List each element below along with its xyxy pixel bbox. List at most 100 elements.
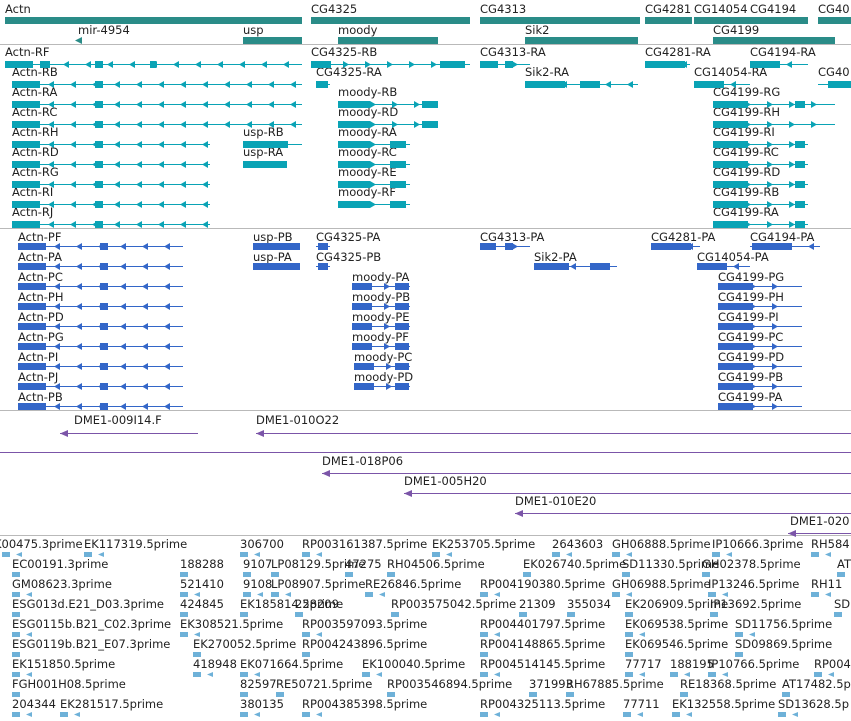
- transcript-actn-rc-exon[interactable]: [95, 121, 103, 128]
- transcript-cg4281-ra-exon[interactable]: [645, 61, 685, 68]
- est-label-47275[interactable]: 47275: [345, 557, 382, 571]
- protein-label-cg4199-pa[interactable]: CG4199-PA: [718, 390, 783, 404]
- protein-label-cg4325-pb[interactable]: CG4325-PB: [316, 250, 382, 264]
- protein-label-cg4194-pa[interactable]: CG4194-PA: [750, 230, 815, 244]
- gene-label-cg40[interactable]: CG40: [818, 2, 850, 16]
- protein-actn-pd-intron[interactable]: [18, 326, 183, 327]
- clone-line-dme1-009i14-f[interactable]: [60, 433, 198, 434]
- est-label-rp004148865-5prime[interactable]: RP004148865.5prime: [480, 637, 606, 651]
- est-label-at17482-5p[interactable]: AT17482.5p: [782, 677, 851, 691]
- est-label-sd11756-5prime[interactable]: SD11756.5prime: [735, 617, 833, 631]
- est-label-9108[interactable]: 9108: [243, 577, 273, 591]
- transcript-label-usp-rb[interactable]: usp-RB: [243, 125, 284, 139]
- transcript-actn-rj-intron[interactable]: [12, 224, 210, 225]
- protein-label-actn-pc[interactable]: Actn-PC: [18, 270, 63, 284]
- transcript-cg40-intron[interactable]: [818, 84, 851, 85]
- protein-cg4199-pa-exon[interactable]: [718, 403, 753, 410]
- est-label-re26846-5prime[interactable]: RE26846.5prime: [365, 577, 462, 591]
- transcript-moody-rf-intron[interactable]: [338, 204, 410, 205]
- protein-label-moody-pb[interactable]: moody-PB: [352, 290, 411, 304]
- transcript-cg4199-rb-exon[interactable]: [795, 201, 805, 208]
- transcript-cg4313-ra-intron[interactable]: [480, 64, 530, 65]
- est-label-rp004514145-5prime[interactable]: RP004514145.5prime: [480, 657, 606, 671]
- protein-actn-pc-exon[interactable]: [18, 283, 46, 290]
- transcript-moody-rf-exon[interactable]: [390, 201, 406, 208]
- protein-label-sik2-pa[interactable]: Sik2-PA: [534, 250, 577, 264]
- transcript-label-actn-ra[interactable]: Actn-RA: [12, 85, 58, 99]
- protein-cg4199-pd-exon[interactable]: [718, 363, 753, 370]
- est-label-188288[interactable]: 188288: [180, 557, 224, 571]
- protein-label-actn-pg[interactable]: Actn-PG: [18, 330, 64, 344]
- est-label-esg013d-e21-d03-3prime[interactable]: ESG013d.E21_D03.3prime: [12, 597, 164, 611]
- transcript-label-actn-rb[interactable]: Actn-RB: [12, 65, 58, 79]
- transcript-label-cg4325-rb[interactable]: CG4325-RB: [311, 45, 378, 59]
- est-bar-gh06988-5prime[interactable]: [612, 592, 620, 597]
- gene-bar-cg4199[interactable]: [713, 37, 835, 44]
- est-label-355034[interactable]: 355034: [567, 597, 611, 611]
- transcript-label-actn-rc[interactable]: Actn-RC: [12, 105, 58, 119]
- transcript-cg4325-ra-exon[interactable]: [316, 81, 328, 88]
- est-label-rh04506-5prime[interactable]: RH04506.5prime: [387, 557, 485, 571]
- protein-label-moody-pa[interactable]: moody-PA: [352, 270, 410, 284]
- transcript-sik2-ra-exon[interactable]: [580, 81, 600, 88]
- transcript-label-cg4281-ra[interactable]: CG4281-RA: [645, 45, 711, 59]
- transcript-cg4199-ra-exon[interactable]: [795, 221, 805, 228]
- est-label-rp004190380-5prime[interactable]: RP004190380.5prime: [480, 577, 606, 591]
- est-label-rp003546894-5prime[interactable]: RP003546894.5prime: [387, 677, 513, 691]
- protein-cg4199-pg-intron[interactable]: [718, 286, 802, 287]
- protein-actn-pi-exon[interactable]: [18, 363, 46, 370]
- protein-actn-pg-exon[interactable]: [100, 343, 108, 350]
- est-bar-ek132558-5prime[interactable]: [672, 712, 680, 717]
- protein-cg4313-pa-exon[interactable]: [480, 243, 496, 250]
- protein-label-cg4281-pa[interactable]: CG4281-PA: [651, 230, 716, 244]
- est-label-gh06988-5prime[interactable]: GH06988.5prime: [612, 577, 711, 591]
- protein-moody-pb-exon[interactable]: [352, 303, 372, 310]
- protein-label-actn-pd[interactable]: Actn-PD: [18, 310, 64, 324]
- est-label-ek308521-5prime[interactable]: EK308521.5prime: [180, 617, 284, 631]
- protein-actn-ph-exon[interactable]: [18, 303, 46, 310]
- est-label-ek117319-5prime[interactable]: EK117319.5prime: [84, 537, 188, 551]
- transcript-cg4199-ri-exon[interactable]: [795, 141, 805, 148]
- est-label-ek253705-5prime[interactable]: EK253705.5prime: [432, 537, 536, 551]
- transcript-sik2-ra-exon[interactable]: [525, 81, 565, 88]
- est-label-rp004243896-5prime[interactable]: RP004243896.5prime: [302, 637, 428, 651]
- protein-label-cg4313-pa[interactable]: CG4313-PA: [480, 230, 545, 244]
- transcript-cg4281-ra-intron[interactable]: [645, 64, 690, 65]
- protein-actn-pf-exon[interactable]: [18, 243, 46, 250]
- protein-sik2-pa-intron[interactable]: [534, 266, 617, 267]
- transcript-actn-rg-exon[interactable]: [95, 181, 103, 188]
- protein-actn-ph-intron[interactable]: [18, 306, 183, 307]
- gene-label-sik2[interactable]: Sik2: [525, 23, 550, 37]
- protein-label-moody-pc[interactable]: moody-PC: [354, 350, 413, 364]
- est-label-306700[interactable]: 306700: [240, 537, 284, 551]
- est-label-ip10666-3prime[interactable]: IP10666.3prime: [712, 537, 804, 551]
- clone-label-dme1-020[interactable]: DME1-020: [790, 514, 850, 528]
- protein-cg4325-pa-intron[interactable]: [316, 246, 330, 247]
- protein-actn-pd-exon[interactable]: [18, 323, 46, 330]
- transcript-cg4325-rb-exon[interactable]: [440, 61, 465, 68]
- protein-moody-pb-exon[interactable]: [395, 303, 409, 310]
- est-label-418948[interactable]: 418948: [193, 657, 237, 671]
- protein-sik2-pa-exon[interactable]: [590, 263, 610, 270]
- protein-cg4199-pd-intron[interactable]: [718, 366, 802, 367]
- gene-bar-cg40[interactable]: [818, 17, 851, 24]
- protein-label-usp-pa[interactable]: usp-PA: [253, 250, 292, 264]
- est-label-ek026740-5prime[interactable]: EK026740.5prime: [523, 557, 627, 571]
- transcript-cg40-exon[interactable]: [828, 81, 851, 88]
- transcript-moody-rf-exon[interactable]: [338, 201, 370, 208]
- est-label-188195[interactable]: 188195: [670, 657, 714, 671]
- gene-bar-sik2[interactable]: [525, 37, 638, 44]
- clone-line-dme1-010o22[interactable]: [256, 433, 851, 434]
- transcript-cg4199-ra-intron[interactable]: [713, 224, 808, 225]
- protein-actn-pb-exon[interactable]: [100, 403, 108, 410]
- protein-label-actn-pa[interactable]: Actn-PA: [18, 250, 63, 264]
- est-label-esg0119b-b21-e07-3prime[interactable]: ESG0119b.B21_E07.3prime: [12, 637, 171, 651]
- est-label-lp08907-5prime[interactable]: LP08907.5prime: [271, 577, 366, 591]
- est-label-rh584[interactable]: RH584: [811, 537, 850, 551]
- est-bar-418948[interactable]: [193, 672, 201, 677]
- est-label-ek185814-5prime[interactable]: EK185814.5prime: [240, 597, 344, 611]
- est-label-rh11[interactable]: RH11: [811, 577, 843, 591]
- transcript-label-cg40[interactable]: CG40: [818, 65, 850, 79]
- est-bar-re26846-5prime[interactable]: [365, 592, 373, 597]
- transcript-cg4199-rc-exon[interactable]: [795, 161, 805, 168]
